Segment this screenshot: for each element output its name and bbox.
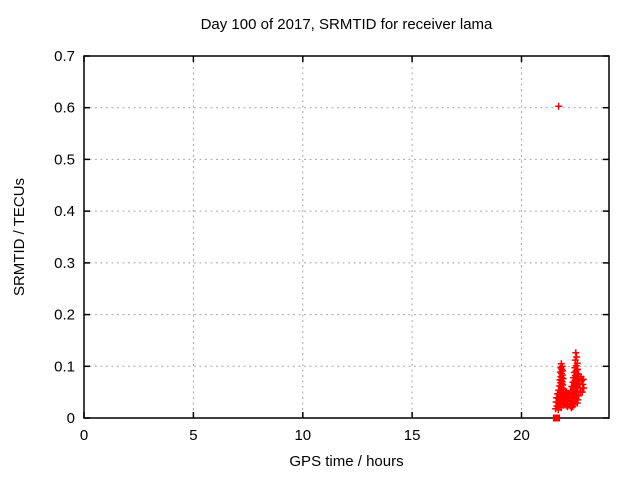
y-axis-label: SRMTID / TECUs xyxy=(11,177,28,297)
x-tick-label: 0 xyxy=(80,427,88,444)
data-point-plus xyxy=(567,404,575,412)
chart-title: Day 100 of 2017, SRMTID for receiver lam… xyxy=(200,16,493,33)
data-point-plus xyxy=(564,390,572,398)
data-point-plus xyxy=(554,406,562,414)
x-tick-label: 5 xyxy=(189,427,197,444)
data-point-plus xyxy=(563,403,571,411)
y-tick-label: 0.4 xyxy=(54,203,75,220)
y-tick-label: 0.5 xyxy=(54,151,75,168)
data-point-plus xyxy=(578,388,586,396)
y-tick-label: 0.7 xyxy=(54,48,75,65)
x-tick-label: 15 xyxy=(404,427,421,444)
y-tick-label: 0.6 xyxy=(54,100,75,117)
data-point-plus xyxy=(573,353,581,361)
x-tick-label: 10 xyxy=(294,427,311,444)
y-tick-label: 0.2 xyxy=(54,307,75,324)
data-point-plus xyxy=(579,380,587,388)
data-point-plus xyxy=(560,392,568,400)
data-point-plus xyxy=(561,399,569,406)
data-point-square xyxy=(553,414,560,422)
y-tick-label: 0 xyxy=(67,410,75,427)
data-point-plus xyxy=(555,102,563,110)
plot-border xyxy=(83,55,610,419)
data-point-plus xyxy=(580,384,588,392)
y-tick-label: 0.1 xyxy=(54,358,75,375)
y-tick-label: 0.3 xyxy=(54,255,75,272)
x-axis-label: GPS time / hours xyxy=(289,453,404,470)
data-point-plus xyxy=(572,349,580,357)
x-tick-label: 20 xyxy=(513,427,530,444)
